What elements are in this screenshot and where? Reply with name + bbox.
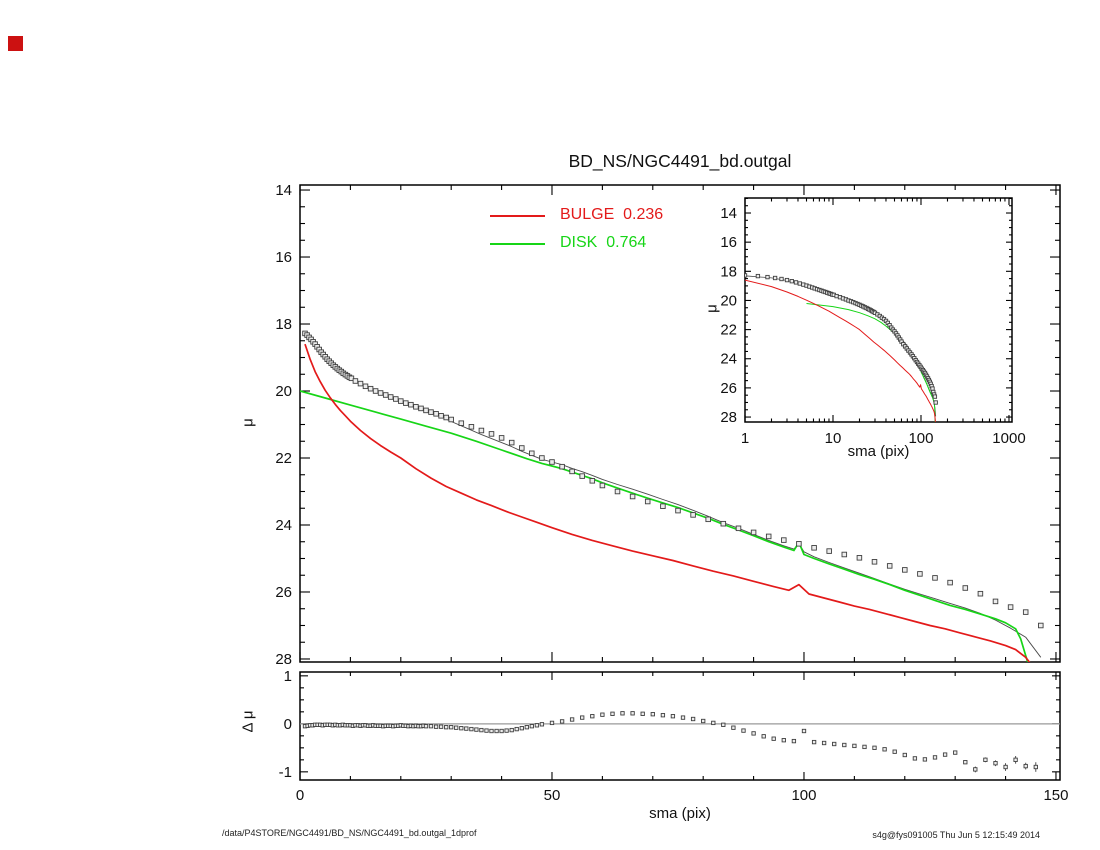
svg-text:10: 10 [825,430,842,447]
legend-disk-label: DISK 0.764 [560,234,647,251]
svg-text:20: 20 [720,292,737,309]
bulge-line-swatch [490,215,545,217]
svg-text:24: 24 [720,351,737,368]
svg-text:100: 100 [908,430,933,447]
svg-text:0: 0 [284,716,292,733]
legend-entry-bulge: BULGE 0.236 [490,206,710,224]
svg-text:-1: -1 [279,764,292,781]
main-y-axis-label: μ [239,418,257,427]
inset-y-axis-label: μ [703,304,721,313]
main-x-axis-label: sma (pix) [649,805,711,822]
svg-text:26: 26 [720,380,737,397]
legend-entry-disk: DISK 0.764 [490,234,710,252]
svg-text:18: 18 [720,263,737,280]
svg-text:16: 16 [720,234,737,251]
svg-text:18: 18 [275,316,292,333]
legend-bulge-label: BULGE 0.236 [560,206,664,223]
svg-text:22: 22 [720,322,737,339]
svg-text:20: 20 [275,383,292,400]
svg-text:1: 1 [284,668,292,685]
disk-line-swatch [490,243,545,245]
svg-text:1000: 1000 [992,430,1025,447]
footer-user-timestamp: s4g@fys091005 Thu Jun 5 12:15:49 2014 [872,830,1040,840]
svg-text:24: 24 [275,517,292,534]
inset-x-axis-label: sma (pix) [847,443,910,460]
svg-text:26: 26 [275,584,292,601]
svg-text:28: 28 [275,651,292,668]
footer-file-path: /data/P4STORE/NGC4491/BD_NS/NGC4491_bd.o… [222,828,477,838]
window-marker [8,36,23,51]
svg-text:150: 150 [1043,787,1068,804]
svg-text:0: 0 [296,787,304,804]
svg-text:16: 16 [275,249,292,266]
svg-text:22: 22 [275,450,292,467]
chart-title: BD_NS/NGC4491_bd.outgal [568,151,792,171]
svg-text:14: 14 [275,182,292,199]
svg-text:50: 50 [544,787,561,804]
svg-text:14: 14 [720,205,737,222]
svg-text:100: 100 [791,787,816,804]
residual-y-axis-label: Δ μ [239,710,257,733]
svg-text:1: 1 [741,430,749,447]
svg-text:28: 28 [720,409,737,426]
